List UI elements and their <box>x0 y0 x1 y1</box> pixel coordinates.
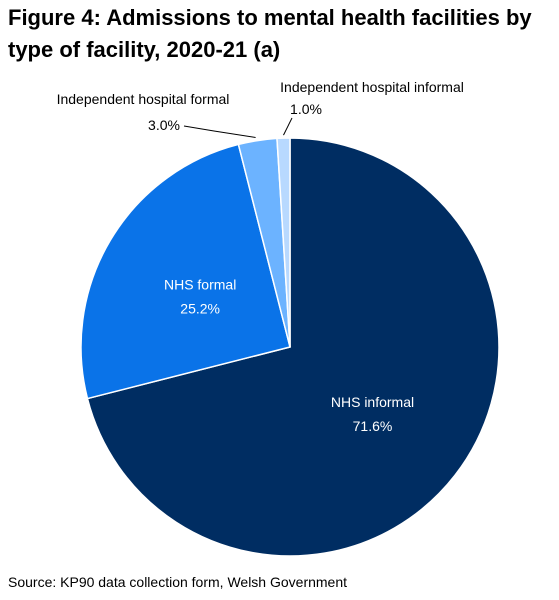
slice-value-nhs-formal: 25.2% <box>180 301 220 317</box>
source-note: Source: KP90 data collection form, Welsh… <box>8 574 348 590</box>
slice-label-independent-hospital-informal: Independent hospital informal <box>280 79 464 95</box>
pie-slice-nhs-informal <box>86 137 500 557</box>
slice-label-nhs-formal: NHS formal <box>164 277 236 293</box>
slice-value-independent-hospital-formal: 3.0% <box>148 117 180 133</box>
pie-slice-independent-hospital-informal <box>276 137 291 348</box>
slice-label-independent-hospital-formal: Independent hospital formal <box>57 91 230 107</box>
pie-slices <box>80 137 500 557</box>
slice-label-nhs-informal: NHS informal <box>331 394 414 410</box>
slice-value-nhs-informal: 71.6% <box>353 418 393 434</box>
slice-labels: NHS informal 71.6% NHS formal 25.2% Independ… <box>57 79 464 434</box>
leader-line-independent-hospital-informal <box>283 117 293 136</box>
slice-value-independent-hospital-informal: 1.0% <box>290 101 322 117</box>
pie-chart: NHS informal 71.6% NHS formal 25.2% Independ… <box>57 79 500 557</box>
leader-line-independent-hospital-formal <box>183 125 256 138</box>
leader-lines <box>183 117 293 138</box>
pie-slice-nhs-formal <box>80 143 291 400</box>
chart-title: Figure 4: Admissions to mental health fa… <box>8 5 532 62</box>
